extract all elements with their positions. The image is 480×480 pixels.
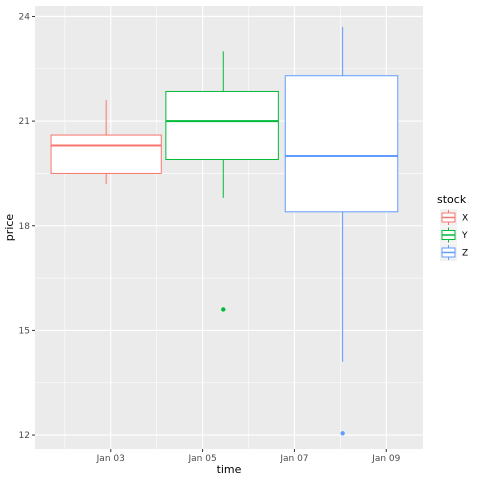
x-tick-label: Jan 05 — [188, 454, 217, 464]
boxplot-X — [50, 100, 162, 184]
boxplot-Z — [284, 26, 399, 436]
legend-label: Y — [461, 231, 468, 241]
boxplot-Y — [165, 51, 279, 312]
y-tick-label: 12 — [19, 431, 30, 441]
box — [284, 75, 399, 213]
x-tick-label: Jan 09 — [371, 454, 400, 464]
y-tick-label: 24 — [19, 12, 31, 22]
x-axis: Jan 03 Jan 05 Jan 07 Jan 09 — [96, 449, 401, 464]
y-tick-label: 21 — [19, 117, 30, 127]
y-tick-label: 18 — [19, 222, 31, 232]
legend: stock XYZ — [437, 193, 468, 261]
y-tick-label: 15 — [19, 326, 30, 336]
y-axis: 12 15 18 21 24 — [19, 12, 35, 441]
box — [50, 134, 162, 174]
boxplots — [50, 26, 399, 436]
box — [165, 90, 279, 160]
legend-key-Z — [440, 244, 457, 261]
legend-title: stock — [437, 193, 467, 206]
legend-label: X — [462, 214, 468, 224]
x-tick-label: Jan 03 — [96, 454, 125, 464]
y-axis-title: price — [3, 214, 16, 242]
outlier-point — [221, 307, 226, 312]
legend-key-Y — [440, 226, 457, 244]
outlier-point — [340, 431, 345, 436]
legend-label: Z — [462, 249, 468, 259]
x-tick-label: Jan 07 — [279, 454, 308, 464]
x-axis-title: time — [217, 463, 242, 476]
legend-key-X — [440, 209, 457, 226]
